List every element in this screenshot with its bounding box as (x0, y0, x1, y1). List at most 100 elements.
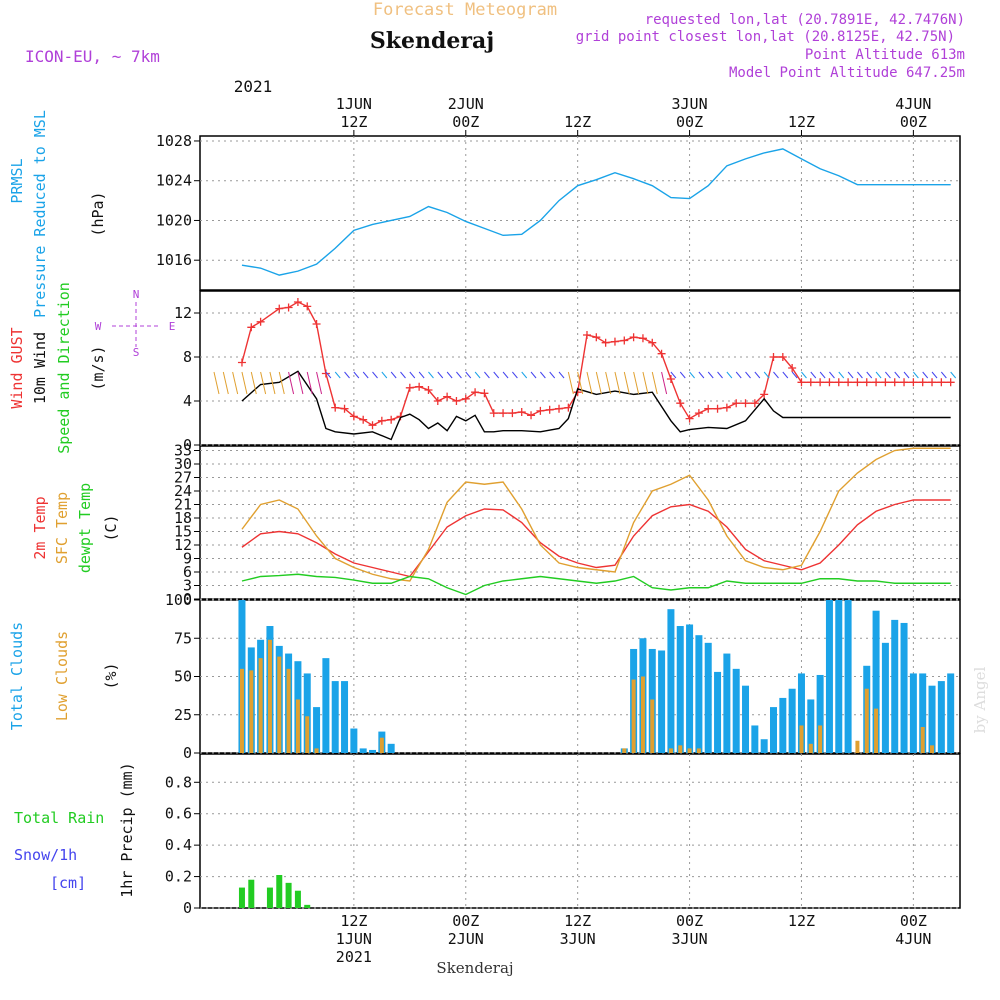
temp-label-3: dewpt Temp (76, 483, 94, 573)
gust-point (284, 303, 293, 312)
wind-arrow (912, 371, 919, 379)
wind-arrow (521, 371, 528, 379)
bottom-time-label: 3JUN (672, 930, 708, 948)
location-title: Skenderaj (370, 28, 494, 54)
y-tick-label: 24 (174, 482, 192, 500)
wind-arrow (549, 371, 556, 379)
wind-arrow (745, 371, 751, 379)
bottom-time-label: 00Z (900, 912, 927, 930)
top-title: Forecast Meteogram (373, 0, 557, 20)
gust-point (536, 406, 545, 415)
point-altitude: Point Altitude 613m (805, 47, 965, 63)
series-line-dewpt-temp (241, 573, 951, 596)
bar-total-clouds (732, 668, 740, 753)
gust-point (769, 353, 778, 361)
wind-arrow (689, 371, 695, 379)
gust-point (881, 378, 890, 387)
gust-point (508, 409, 517, 418)
y-tick-label: 33 (174, 442, 192, 460)
bar-low-clouds (249, 670, 254, 753)
gust-point (853, 378, 862, 387)
bottom-time-label: 3JUN (560, 930, 596, 948)
gust-point (844, 378, 853, 387)
bar-low-clouds (277, 656, 282, 753)
bottom-time-label: 12Z (564, 912, 591, 930)
wind-arrow (875, 371, 882, 379)
gust-point (704, 404, 713, 413)
gust-point (545, 405, 554, 414)
bar-total-rain (276, 875, 283, 908)
series-line-10m-wind (241, 370, 951, 441)
wind-arrow (623, 371, 630, 395)
bar-low-clouds (622, 748, 627, 753)
y-tick-label: 30 (174, 455, 192, 473)
wind-arrow (446, 371, 453, 379)
gust-point (816, 378, 825, 387)
bar-total-rain (266, 887, 273, 908)
wind-arrow (297, 371, 304, 395)
top-time-label: 00Z (676, 113, 703, 131)
wind-arrow (717, 371, 723, 379)
bar-total-rain (304, 904, 311, 908)
wind-arrow (707, 371, 714, 379)
y-tick-label: 25 (174, 706, 192, 724)
wind-arrow (409, 371, 416, 379)
bar-total-clouds (303, 673, 311, 753)
gust-point (629, 333, 638, 342)
wind-arrow (502, 371, 509, 379)
bar-total-clouds (658, 650, 666, 753)
y-tick-label: 12 (174, 304, 192, 322)
y-tick-label: 75 (174, 629, 192, 647)
clouds-label-2: Low Clouds (53, 631, 71, 721)
bar-total-clouds (704, 642, 712, 753)
precip-label-3: [cm] (50, 874, 86, 892)
model-label: ICON-EU, ~ 7km (25, 47, 160, 66)
top-time-label: 12Z (340, 113, 367, 131)
gust-point (387, 415, 396, 424)
gust-point (741, 399, 750, 408)
wind-arrow (801, 371, 807, 379)
gust-point (433, 397, 442, 405)
series-line-sfc-temp (241, 447, 951, 582)
bar-low-clouds (678, 745, 683, 753)
wind-arrow (334, 371, 341, 379)
bar-low-clouds (687, 748, 692, 753)
wind-arrow (428, 371, 434, 379)
gust-point (340, 404, 349, 413)
wind-arrow (735, 371, 742, 379)
gust-point (676, 399, 685, 408)
wind-arrow (586, 371, 593, 395)
gust-point (601, 338, 610, 347)
wind-arrow (633, 371, 640, 395)
gust-point (610, 337, 619, 346)
y-tick-label: 0 (183, 436, 192, 454)
data-marks (213, 148, 957, 908)
series-line-wind-gust (241, 301, 951, 426)
gust-point (806, 378, 815, 387)
wind-arrow (269, 371, 276, 395)
wind-label-3: Speed and Direction (55, 282, 73, 454)
wind-arrow (465, 371, 472, 379)
y-tick-label: 100 (165, 591, 192, 609)
gust-point (349, 412, 358, 421)
wind-arrow (885, 371, 891, 379)
compass-s: S (133, 346, 140, 359)
bar-low-clouds (696, 748, 701, 753)
bar-low-clouds (379, 737, 384, 753)
wind-arrow (642, 371, 649, 395)
wind-arrow (810, 371, 817, 379)
series-line-2m-temp (241, 499, 951, 578)
wind-arrow (791, 371, 798, 379)
pressure-unit: (hPa) (89, 191, 107, 236)
gust-point (424, 386, 433, 394)
bar-low-clouds (668, 748, 673, 753)
gust-point (275, 304, 284, 313)
wind-arrow (651, 371, 658, 395)
gust-point (778, 353, 787, 361)
bar-total-clouds (322, 658, 330, 753)
y-tick-label: 0.6 (165, 805, 192, 823)
bar-low-clouds (930, 745, 935, 753)
bar-total-clouds (341, 681, 349, 753)
gust-point (928, 378, 937, 387)
